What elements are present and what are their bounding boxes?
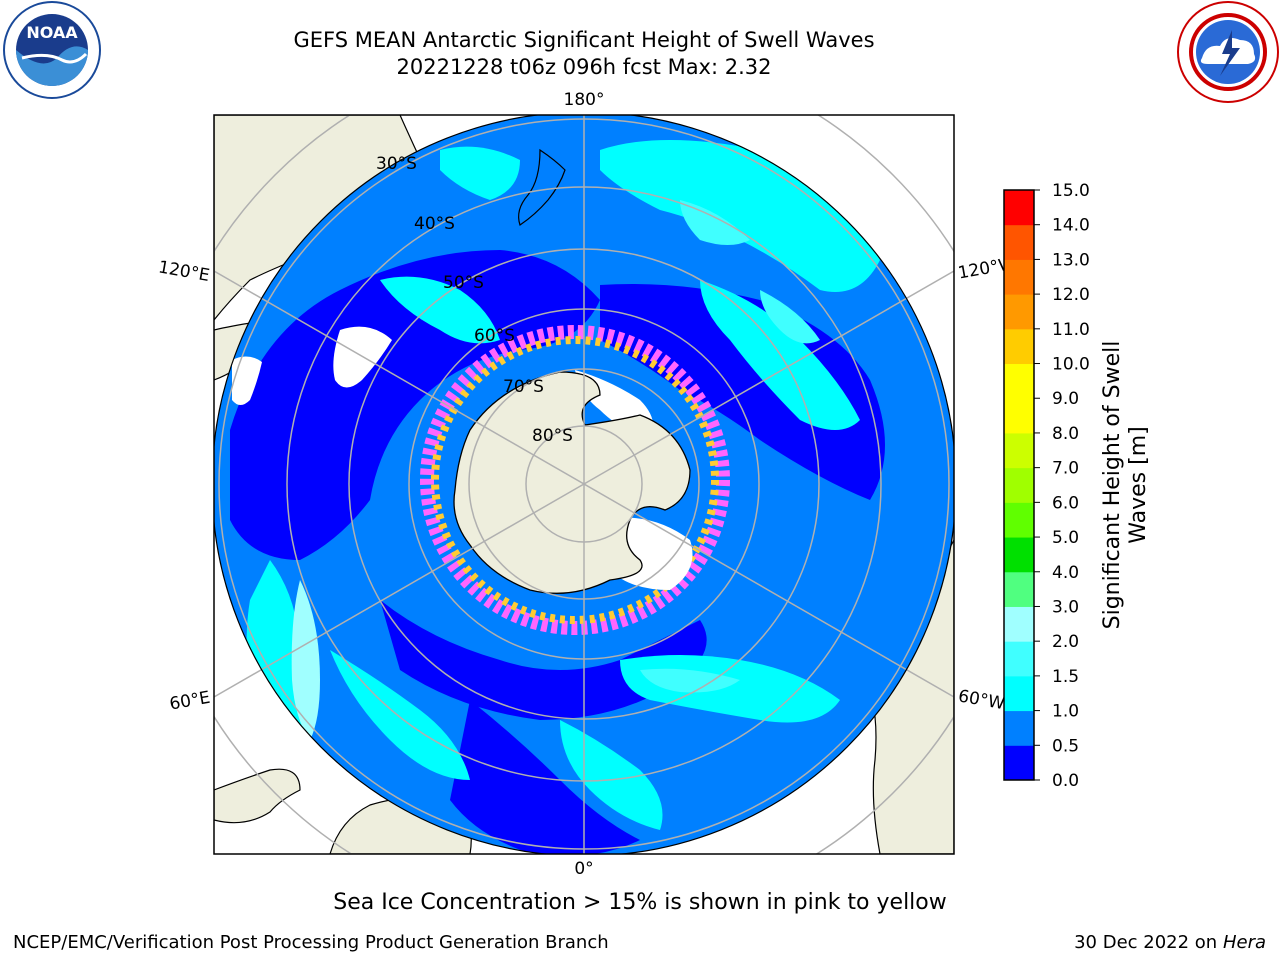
colorbar-segment (1004, 745, 1034, 781)
colorbar-tick-label: 2.0 (1052, 632, 1079, 652)
colorbar-segment (1004, 398, 1034, 434)
colorbar-tick-label: 14.0 (1052, 216, 1090, 236)
credit-line: NCEP/EMC/Verification Post Processing Pr… (13, 932, 609, 953)
colorbar-tick-label: 13.0 (1052, 250, 1090, 270)
noaa-logo: NOAA (3, 1, 101, 99)
colorbar-segment (1004, 467, 1034, 503)
colorbar-segment (1004, 710, 1034, 746)
colorbar-segment (1004, 328, 1034, 365)
map-frame (213, 114, 955, 855)
lat-label-40s: 40°S (414, 214, 455, 234)
lat-label-50s: 50°S (443, 273, 484, 293)
colorbar-tick-label: 6.0 (1052, 493, 1079, 513)
lat-label-60s: 60°S (474, 326, 515, 346)
antarctica (453, 371, 691, 594)
lat-label-70s: 70°S (503, 377, 544, 397)
map-area (214, 115, 954, 854)
colorbar-tick-label: 8.0 (1052, 424, 1079, 444)
lon-label-120e: 120°E (157, 257, 211, 286)
lat-label-30s: 30°S (376, 154, 417, 174)
colorbar-tick-label: 7.0 (1052, 459, 1079, 479)
colorbar-tick-label: 9.0 (1052, 389, 1079, 409)
noaa-logo-text: NOAA (26, 23, 78, 42)
colorbar-tick-label: 10.0 (1052, 355, 1090, 375)
lon-label-60w: 60°W (957, 686, 1007, 714)
colorbar-segment (1004, 537, 1034, 573)
nws-logo (1177, 1, 1279, 103)
chart-title: GEFS MEAN Antarctic Significant Height o… (293, 28, 875, 52)
colorbar-tick-label: 4.0 (1052, 563, 1079, 583)
colorbar-segment (1004, 190, 1034, 226)
chart-subtitle: 20221228 t06z 096h fcst Max: 2.32 (396, 55, 772, 79)
date-text: 30 Dec 2022 on (1074, 932, 1218, 953)
colorbar-segment (1004, 259, 1034, 295)
colorbar-segment (1004, 641, 1034, 677)
lon-label-180: 180° (564, 90, 605, 110)
colorbar-segment (1004, 675, 1034, 712)
colorbar-tick-label: 0.5 (1052, 736, 1079, 756)
colorbar-tick-label: 11.0 (1052, 320, 1090, 340)
colorbar-frame (1003, 189, 1035, 781)
lon-label-60e: 60°E (168, 688, 212, 715)
colorbar-segment (1004, 432, 1034, 469)
colorbar-segment (1004, 606, 1034, 642)
colorbar-segment (1004, 363, 1034, 399)
machine-name: Hera (1222, 932, 1266, 953)
colorbar-label: Significant Height of Swell Waves [m] (1100, 340, 1151, 630)
sea-ice-note: Sea Ice Concentration > 15% is shown in … (333, 890, 947, 915)
colorbar-tick-label: 5.0 (1052, 528, 1079, 548)
lon-label-0: 0° (574, 859, 593, 879)
colorbar-tick-label: 0.0 (1052, 771, 1079, 791)
colorbar-segment (1004, 571, 1034, 607)
graticule (214, 115, 954, 854)
colorbar-tick-label: 12.0 (1052, 285, 1090, 305)
colorbar-tick-label: 1.0 (1052, 702, 1079, 722)
colorbar-tick-label: 3.0 (1052, 597, 1079, 617)
lat-label-80s: 80°S (532, 426, 573, 446)
colorbar-tick-label: 1.5 (1052, 667, 1079, 687)
date-line: 30 Dec 2022 on Hera (1074, 932, 1266, 953)
colorbar-segment (1004, 224, 1034, 260)
colorbar-tick-label: 15.0 (1052, 181, 1090, 201)
colorbar-segment (1004, 294, 1034, 330)
colorbar: 0.0 0.5 1.0 1.5 2.0 3.0 4.0 5.0 6.0 7.0 8.0 9.0 10.0… (1003, 181, 1090, 791)
colorbar-segment (1004, 502, 1034, 538)
